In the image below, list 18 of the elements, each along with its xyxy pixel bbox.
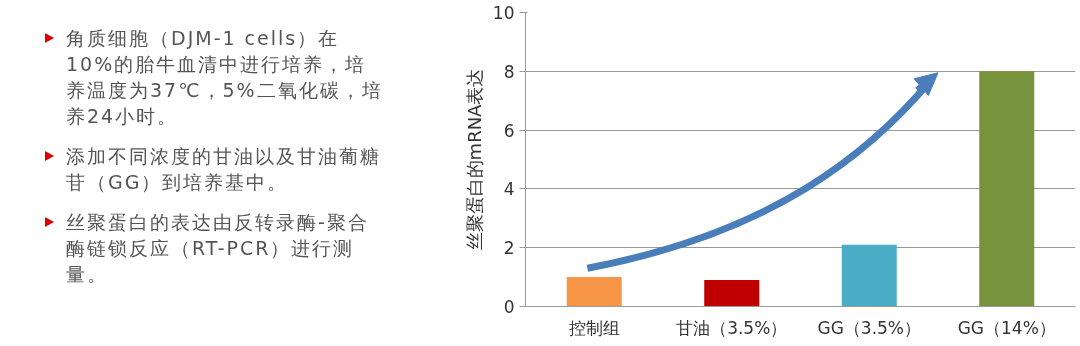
bar [979,71,1035,307]
y-tick-label: 8 [503,61,515,82]
x-tick-label: 甘油（3.5%） [676,317,788,338]
y-tick-label: 0 [503,297,515,317]
bar [566,277,622,307]
text: 丝聚蛋白的表达由反转录酶-聚合酶链锁反应（RT-PCR）进行测量。 [66,210,370,287]
x-tick-label: GG（3.5%） [817,317,922,338]
x-tick-label: 控制组 [568,317,620,338]
y-axis-title: 丝聚蛋白的mRNA表达 [463,68,485,251]
y-tick-label: 2 [503,238,515,259]
x-tick-label: GG（14%） [957,317,1056,338]
bar [841,244,897,307]
text: 角质细胞（DJM-1 cells）在10%的胎牛血清中进行培养，培养温度为37℃，5%二氧化碳，培养24小时。 [66,26,384,129]
y-tick-label: 4 [503,179,515,200]
y-tick-label: 6 [503,120,515,141]
text: 添加不同浓度的甘油以及甘油葡糖苷（GG）到培养基中。 [66,144,382,195]
bar [704,280,760,307]
y-tick-label: 10 [492,3,515,23]
